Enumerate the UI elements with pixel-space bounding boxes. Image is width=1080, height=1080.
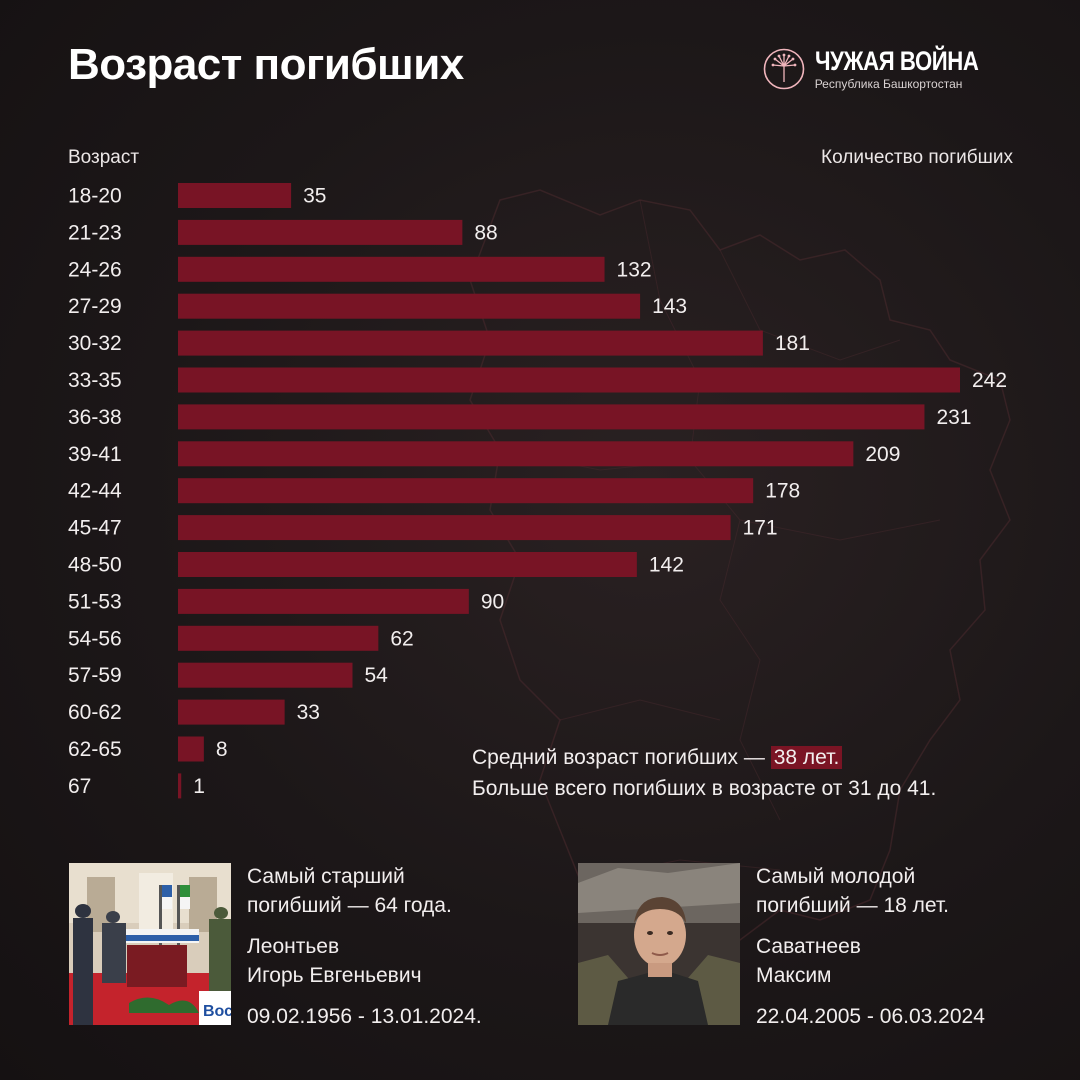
bar	[178, 625, 379, 651]
youngest-name-line2: Максим	[756, 964, 832, 987]
value-label: 54	[364, 664, 388, 687]
category-label: 60-62	[68, 701, 122, 724]
category-label: 67	[68, 775, 91, 798]
category-label: 51-53	[68, 590, 122, 613]
category-label: 62-65	[68, 738, 122, 761]
logo-name: ЧУЖАЯ ВОЙНА	[814, 46, 979, 76]
category-label: 24-26	[68, 258, 122, 281]
category-label: 30-32	[68, 332, 122, 355]
value-label: 209	[865, 443, 900, 466]
x-axis-label: Количество погибших	[821, 147, 1013, 168]
oldest-name-line1: Леонтьев	[247, 935, 340, 958]
value-label: 171	[743, 517, 778, 540]
category-label: 27-29	[68, 295, 122, 318]
category-label: 48-50	[68, 554, 122, 577]
age-bar-chart: 18-20 35 21-23 88 24-26 132 27-29 143 30-32 181 33…	[68, 183, 1007, 799]
value-label: 181	[775, 332, 810, 355]
oldest-heading-line1: Самый старший	[247, 865, 405, 888]
category-label: 54-56	[68, 627, 122, 650]
oldest-card-text: Самый старший погибший — 64 года. Леонть…	[247, 862, 482, 1031]
category-label: 33-35	[68, 369, 122, 392]
oldest-dates: 09.02.1956 - 13.01.2024.	[247, 1005, 482, 1028]
bar	[178, 588, 469, 614]
category-label: 42-44	[68, 480, 122, 503]
youngest-card-text: Самый молодой погибший — 18 лет. Саватне…	[756, 862, 985, 1031]
value-label: 142	[649, 554, 684, 577]
peak-age-line: Больше всего погибших в возрасте от 31 д…	[472, 777, 937, 800]
average-age-highlight: 38 лет.	[770, 746, 843, 769]
category-label: 21-23	[68, 221, 122, 244]
bar	[178, 699, 285, 725]
bar	[178, 256, 605, 282]
oldest-photo: Вос	[69, 863, 231, 1025]
youngest-heading-line1: Самый молодой	[756, 865, 916, 888]
oldest-name-line2: Игорь Евгеньевич	[247, 964, 422, 987]
bar	[178, 219, 463, 245]
youngest-heading-line2: погибший — 18 лет.	[756, 894, 949, 917]
category-label: 39-41	[68, 443, 122, 466]
value-label: 1	[193, 775, 205, 798]
youngest-dates: 22.04.2005 - 06.03.2024	[756, 1005, 985, 1028]
bar	[178, 293, 641, 319]
average-age-line: Средний возраст погибших — 38 лет.	[472, 742, 936, 773]
bar	[178, 404, 925, 430]
value-label: 33	[297, 701, 320, 724]
value-label: 132	[617, 258, 652, 281]
value-label: 90	[481, 590, 504, 613]
category-label: 45-47	[68, 517, 122, 540]
bar	[178, 367, 960, 393]
bar	[178, 552, 637, 577]
brand-logo: ЧУЖАЯ ВОЙНА Республика Башкортостан	[763, 44, 1014, 94]
value-label: 178	[765, 480, 800, 503]
bar	[178, 515, 731, 541]
dandelion-emblem-icon	[763, 48, 804, 90]
oldest-heading-line2: погибший — 64 года.	[247, 894, 452, 917]
value-label: 62	[390, 627, 413, 650]
bar	[178, 441, 854, 467]
value-label: 143	[652, 295, 687, 318]
page-title: Возраст погибших	[68, 40, 464, 89]
category-label: 57-59	[68, 664, 122, 687]
category-label: 36-38	[68, 406, 122, 429]
value-label: 88	[474, 221, 497, 244]
bar	[178, 478, 754, 504]
bar	[178, 183, 292, 208]
y-axis-label: Возраст	[68, 147, 140, 168]
value-label: 242	[972, 369, 1007, 392]
summary-note: Средний возраст погибших — 38 лет. Больш…	[472, 742, 936, 804]
photo-caption: Вос	[203, 1003, 231, 1020]
youngest-photo	[578, 863, 740, 1025]
bar	[178, 662, 353, 688]
average-age-prefix: Средний возраст погибших —	[472, 746, 771, 769]
value-label: 231	[936, 406, 971, 429]
bar	[178, 773, 182, 799]
youngest-name-line1: Саватнеев	[756, 935, 861, 958]
value-label: 35	[303, 185, 326, 208]
value-label: 8	[216, 738, 228, 761]
logo-subtitle: Республика Башкортостан	[814, 77, 963, 91]
bar	[178, 330, 763, 356]
bar	[178, 736, 204, 762]
category-label: 18-20	[68, 185, 122, 208]
